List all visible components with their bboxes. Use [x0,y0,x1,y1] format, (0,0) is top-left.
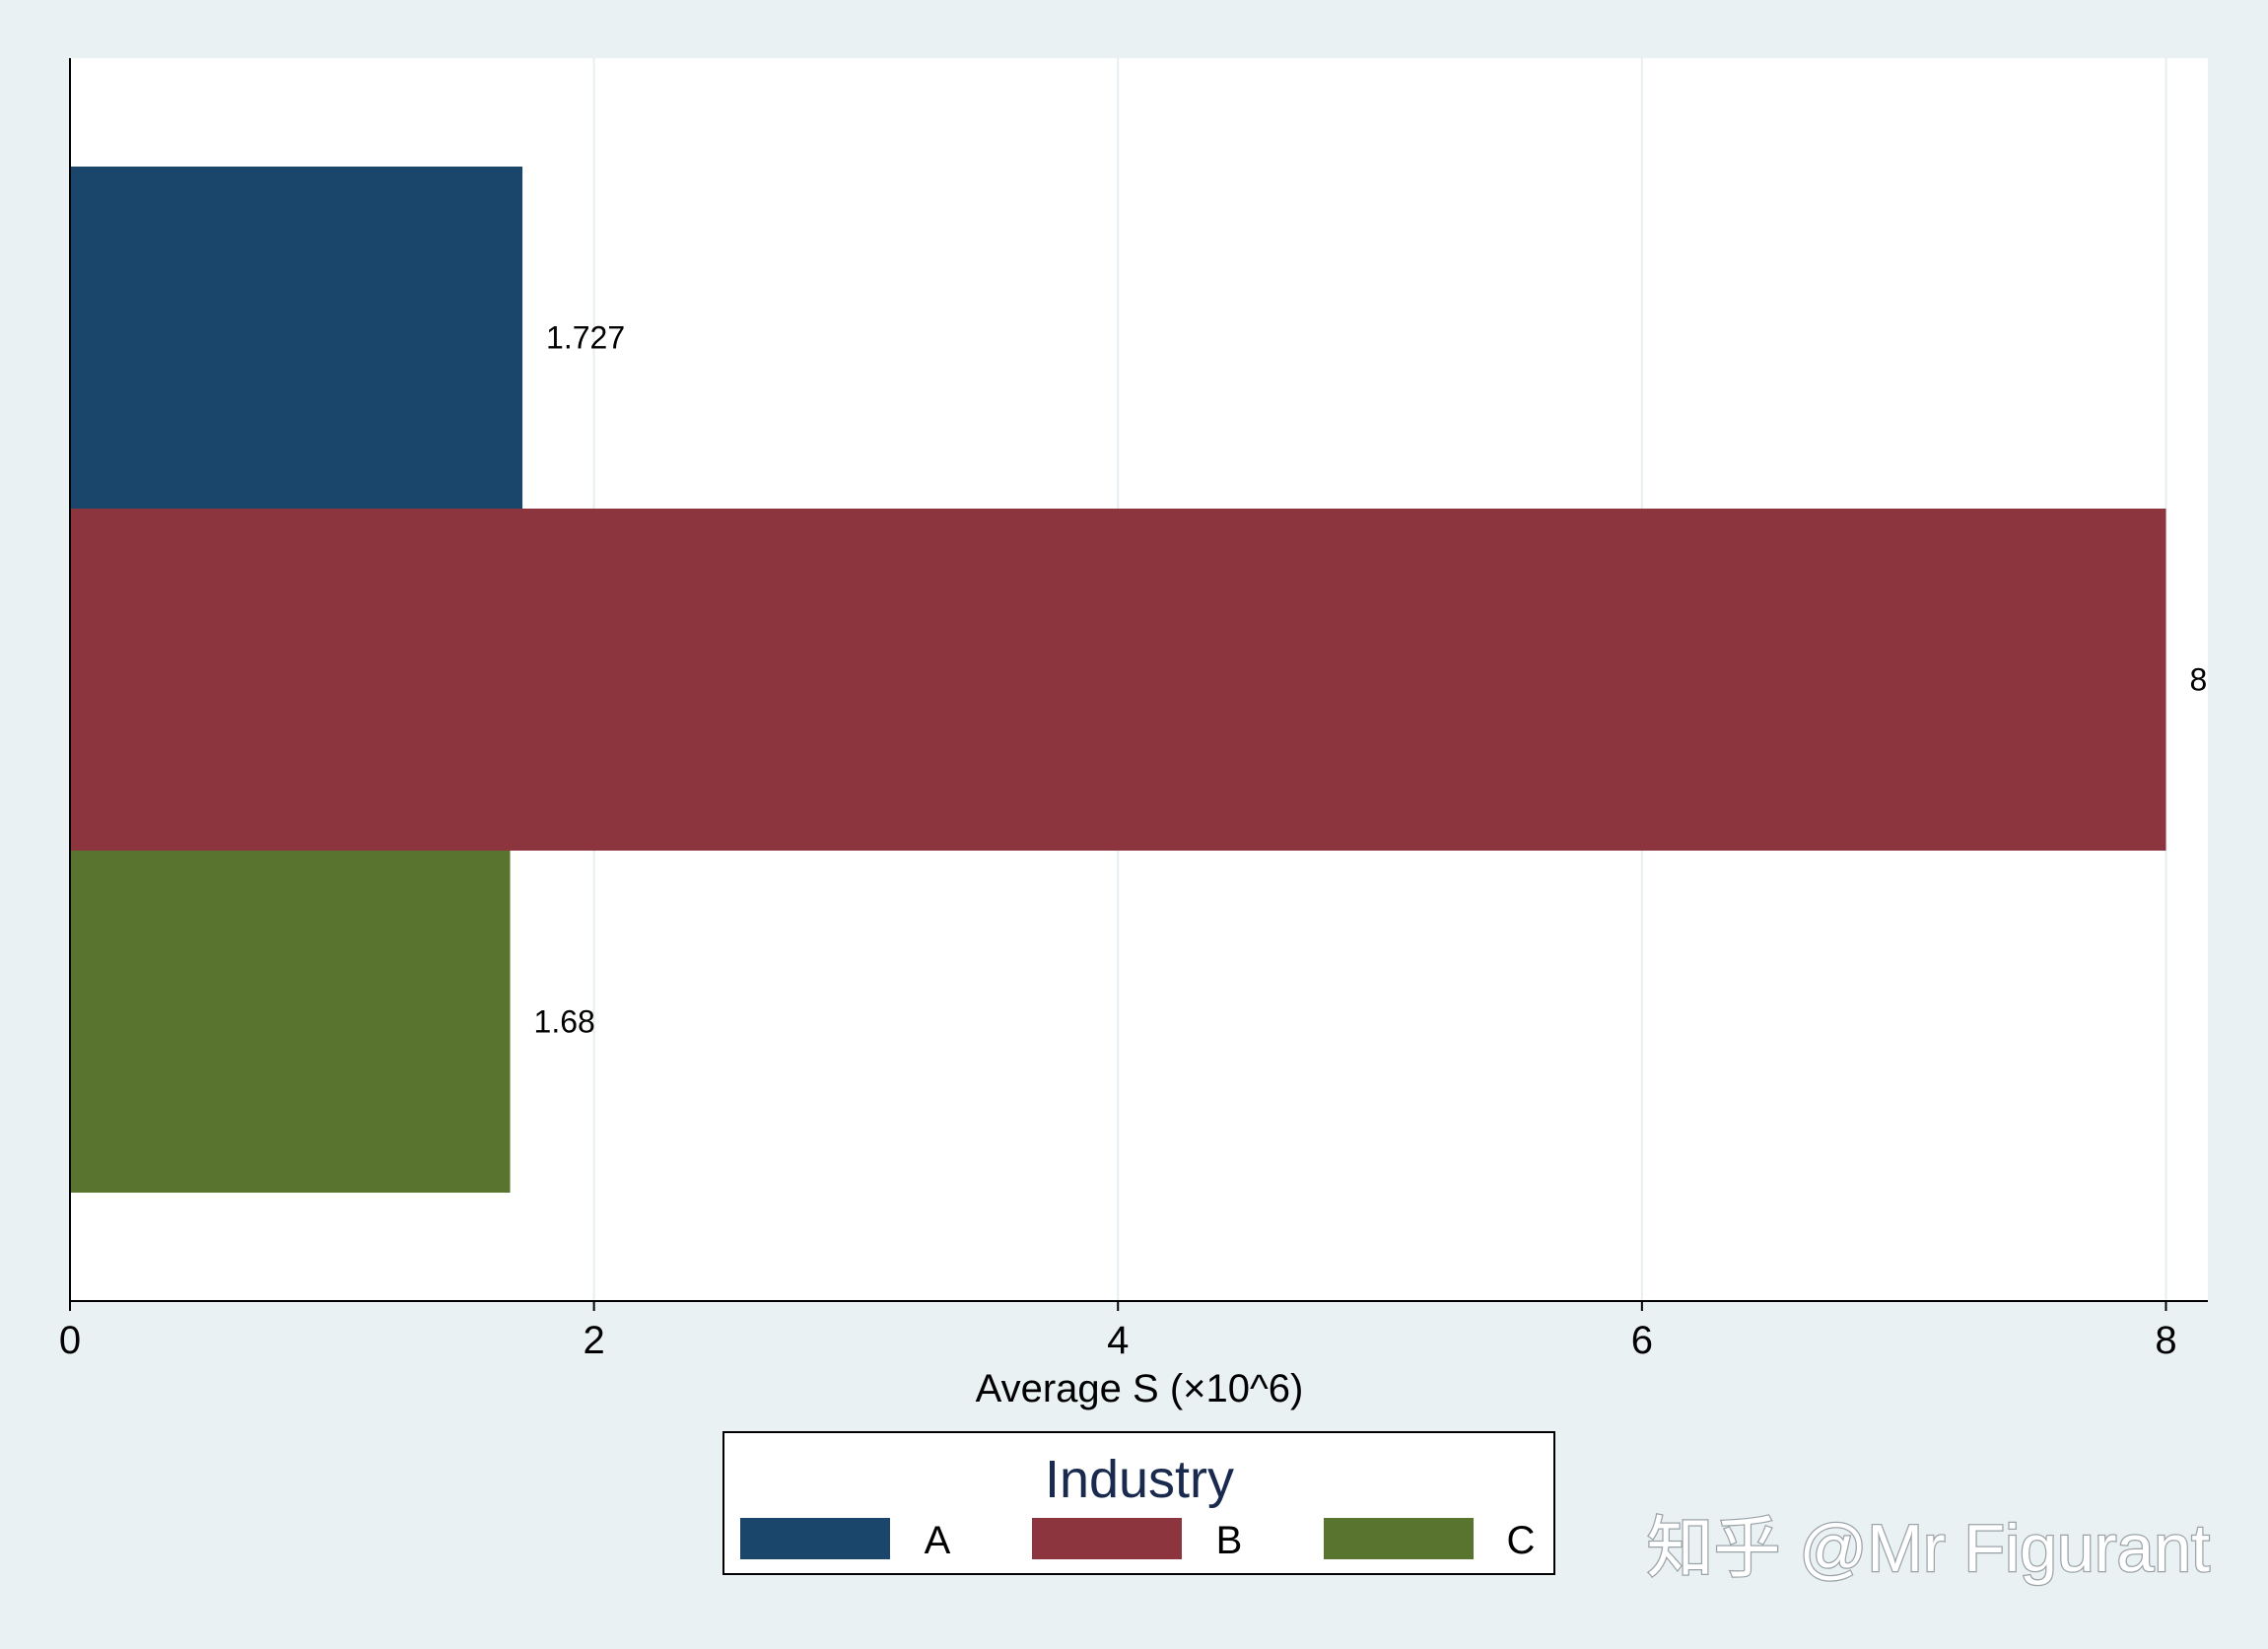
legend-swatch-a [740,1518,890,1559]
bar-label-c: 1.68 [534,1004,595,1040]
bar-a [70,167,523,509]
x-tick-label: 0 [59,1319,81,1362]
x-tick-label: 4 [1107,1319,1129,1362]
x-tick-label: 2 [583,1319,604,1362]
legend: Industry A B C [722,1431,1555,1575]
x-axis-ticks: 0 2 4 6 8 [59,1301,2177,1362]
x-axis-title: Average S (×10^6) [976,1367,1304,1410]
watermark: 知乎 @Mr Figurant [1646,1511,2210,1586]
legend-entries: A B C [740,1518,1535,1562]
x-tick-label: 6 [1631,1319,1653,1362]
legend-label-b: B [1216,1519,1243,1562]
legend-label-c: C [1507,1519,1536,1562]
legend-label-a: A [925,1519,951,1562]
legend-title: Industry [1045,1450,1234,1509]
bar-value-labels: 1.727 8 1.68 [534,320,2208,1040]
x-tick-label: 8 [2155,1319,2176,1362]
bar-b [70,509,2166,851]
bar-label-b: 8 [2189,662,2207,698]
bar-c [70,851,511,1193]
legend-swatch-b [1032,1518,1182,1559]
legend-swatch-c [1324,1518,1474,1559]
bars [70,167,2166,1193]
bar-label-a: 1.727 [546,320,625,356]
